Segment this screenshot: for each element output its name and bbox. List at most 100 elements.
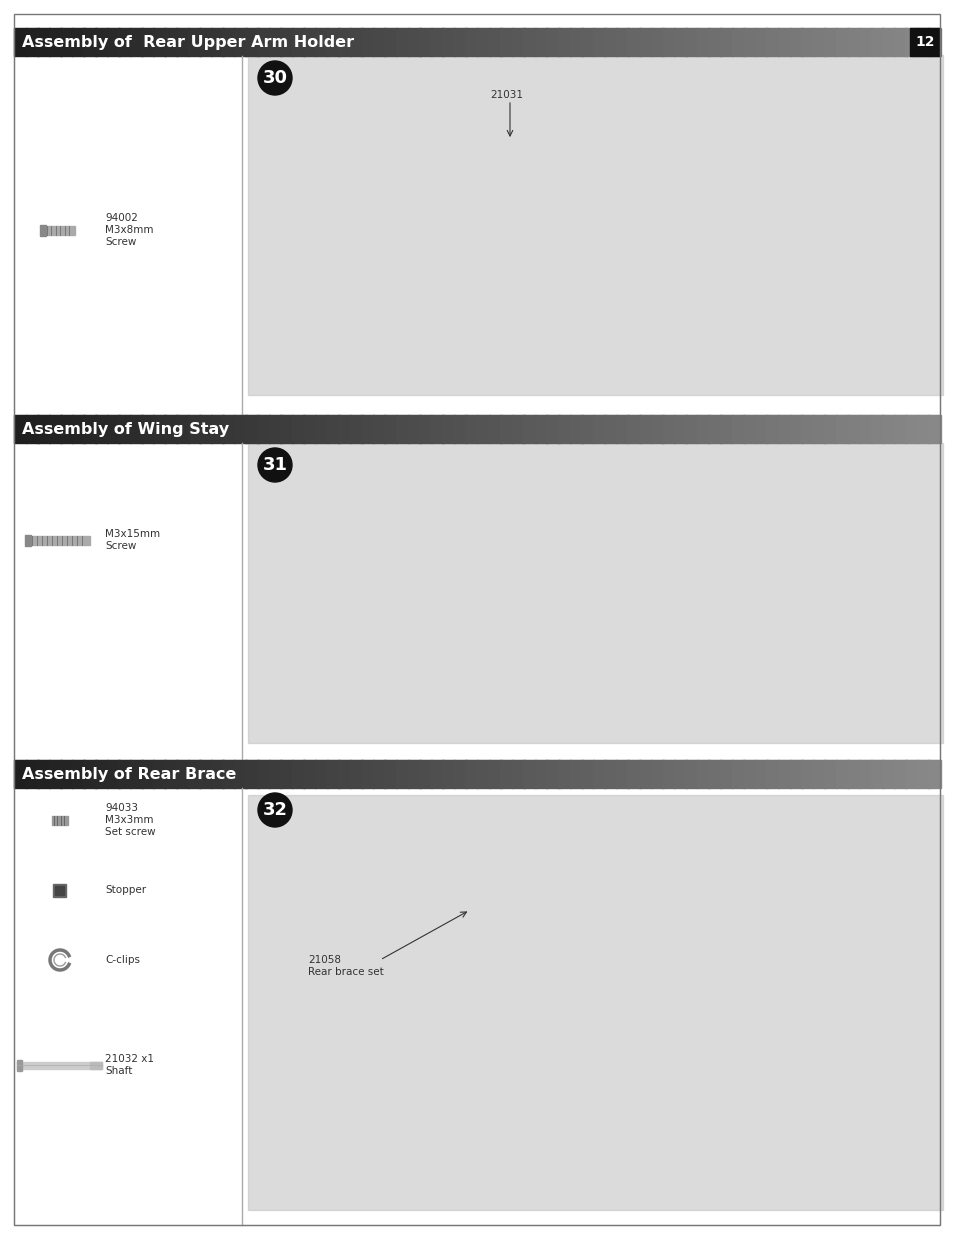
Bar: [708, 415, 720, 443]
Bar: [176, 760, 189, 788]
Bar: [141, 760, 154, 788]
Bar: [418, 760, 432, 788]
Bar: [684, 760, 698, 788]
Bar: [199, 415, 213, 443]
Bar: [314, 760, 328, 788]
Bar: [199, 760, 213, 788]
Bar: [373, 28, 386, 56]
Bar: [697, 415, 709, 443]
Bar: [523, 760, 536, 788]
Bar: [248, 443, 942, 743]
Bar: [188, 28, 200, 56]
Bar: [222, 415, 235, 443]
Bar: [558, 28, 571, 56]
Bar: [893, 28, 905, 56]
Bar: [350, 760, 362, 788]
Bar: [233, 760, 247, 788]
Circle shape: [257, 448, 292, 482]
Bar: [91, 1062, 102, 1068]
Bar: [731, 760, 744, 788]
Bar: [476, 28, 490, 56]
Bar: [141, 28, 154, 56]
Bar: [909, 28, 939, 56]
Bar: [616, 28, 628, 56]
Bar: [661, 760, 675, 788]
Bar: [916, 28, 929, 56]
Text: Stopper: Stopper: [105, 885, 146, 895]
Text: 21032 x1: 21032 x1: [105, 1053, 153, 1065]
Bar: [326, 415, 339, 443]
Bar: [777, 415, 790, 443]
Bar: [442, 760, 455, 788]
Bar: [592, 28, 605, 56]
Bar: [211, 760, 224, 788]
Bar: [53, 883, 67, 897]
Bar: [337, 415, 351, 443]
Bar: [442, 415, 455, 443]
Bar: [569, 415, 582, 443]
Circle shape: [257, 793, 292, 827]
Bar: [603, 760, 617, 788]
Bar: [14, 415, 27, 443]
Bar: [26, 28, 39, 56]
Bar: [523, 28, 536, 56]
Bar: [858, 760, 871, 788]
Bar: [927, 760, 941, 788]
Bar: [499, 760, 513, 788]
Bar: [661, 28, 675, 56]
Bar: [83, 415, 96, 443]
Bar: [870, 415, 882, 443]
Bar: [465, 415, 478, 443]
Bar: [904, 760, 918, 788]
Text: Shaft: Shaft: [105, 1066, 132, 1076]
Bar: [731, 415, 744, 443]
Bar: [535, 415, 547, 443]
Bar: [14, 415, 939, 760]
Bar: [661, 415, 675, 443]
Text: Screw: Screw: [105, 541, 136, 551]
Bar: [71, 415, 85, 443]
Bar: [188, 415, 200, 443]
Bar: [269, 415, 281, 443]
Bar: [639, 28, 652, 56]
Bar: [52, 815, 68, 825]
Bar: [789, 415, 801, 443]
Bar: [454, 415, 466, 443]
Bar: [199, 28, 213, 56]
Bar: [256, 415, 270, 443]
Bar: [292, 28, 305, 56]
Bar: [233, 415, 247, 443]
Bar: [927, 28, 941, 56]
Bar: [130, 28, 143, 56]
Bar: [684, 415, 698, 443]
Bar: [592, 760, 605, 788]
Bar: [720, 760, 733, 788]
Bar: [395, 415, 409, 443]
Bar: [430, 415, 443, 443]
Bar: [164, 760, 177, 788]
Bar: [835, 760, 848, 788]
Bar: [256, 28, 270, 56]
Bar: [754, 415, 767, 443]
Bar: [49, 760, 62, 788]
Text: Assembly of Rear Brace: Assembly of Rear Brace: [22, 767, 236, 782]
Bar: [765, 415, 779, 443]
Bar: [30, 536, 90, 545]
Bar: [801, 760, 813, 788]
Bar: [488, 28, 501, 56]
Bar: [442, 28, 455, 56]
Bar: [71, 28, 85, 56]
Bar: [650, 760, 663, 788]
Bar: [754, 28, 767, 56]
Bar: [812, 415, 825, 443]
Bar: [742, 415, 756, 443]
Bar: [708, 760, 720, 788]
Bar: [627, 28, 639, 56]
Bar: [697, 760, 709, 788]
Bar: [650, 28, 663, 56]
Bar: [823, 28, 837, 56]
Bar: [535, 28, 547, 56]
Bar: [14, 28, 27, 56]
Text: Assembly of Wing Stay: Assembly of Wing Stay: [22, 421, 229, 436]
Bar: [280, 415, 293, 443]
